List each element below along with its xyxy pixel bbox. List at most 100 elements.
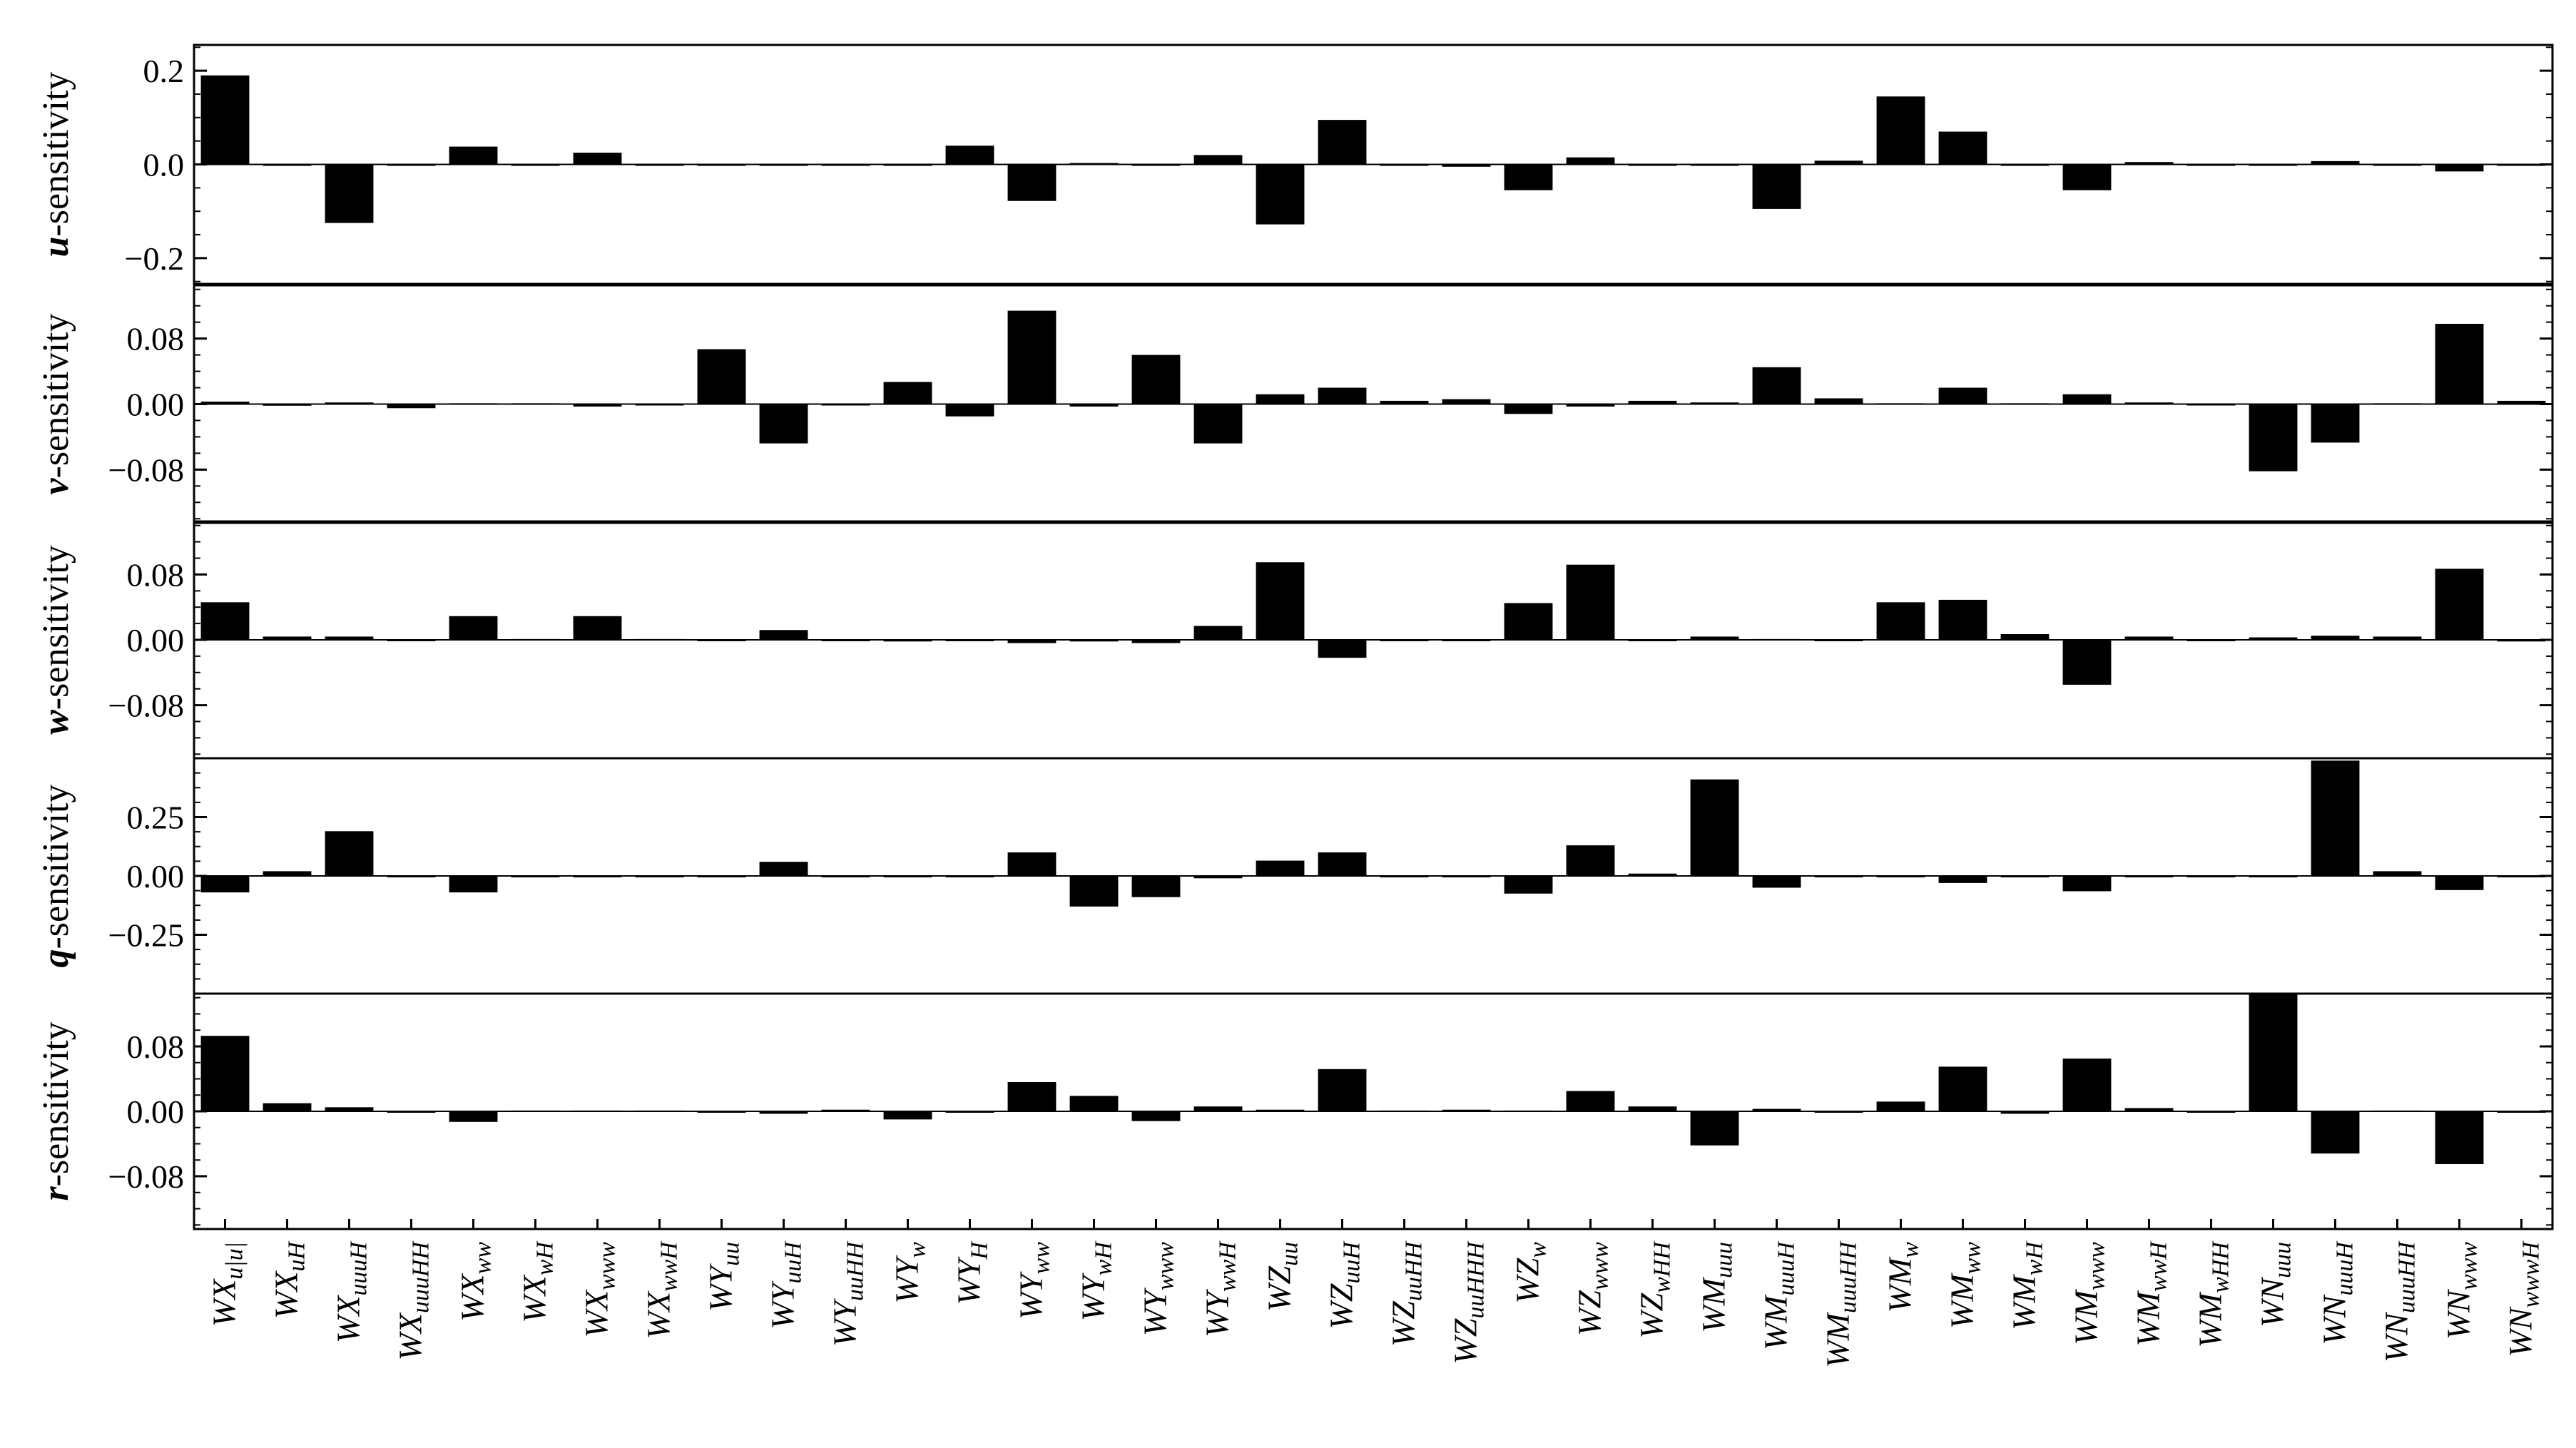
- bar-r-32: [2186, 1111, 2236, 1113]
- xtick-label: WMuuuH: [1758, 1240, 1800, 1351]
- bar-w-37: [2497, 640, 2546, 642]
- bar-v-0: [200, 402, 250, 404]
- ylabel-suffix: -sensitivity: [36, 545, 76, 710]
- xtick-label: WMwHH: [2192, 1240, 2234, 1348]
- xtick-sub: uuuH: [346, 1240, 372, 1296]
- bar-w-21: [1504, 603, 1553, 640]
- ylabel-suffix: -sensitivity: [36, 313, 76, 478]
- bar-r-20: [1442, 1109, 1491, 1111]
- xtick-sub: uuHHH: [1463, 1240, 1490, 1319]
- bar-v-32: [2186, 404, 2236, 406]
- xtick-sub: uuH: [780, 1240, 807, 1284]
- bar-u-31: [2124, 162, 2174, 165]
- bar-r-26: [1814, 1111, 1863, 1113]
- xtick-base: WM: [1820, 1311, 1856, 1367]
- bar-u-7: [635, 164, 684, 166]
- ylabel-symbol: r: [36, 1186, 76, 1201]
- xtick-base: WX: [454, 1273, 491, 1321]
- bar-v-26: [1814, 398, 1863, 404]
- bar-r-15: [1131, 1111, 1181, 1121]
- bar-r-25: [1752, 1108, 1801, 1111]
- bar-w-25: [1752, 638, 1801, 641]
- bar-u-6: [573, 153, 622, 165]
- bar-v-24: [1690, 402, 1739, 404]
- xtick-base: WY: [889, 1255, 925, 1303]
- xtick-sub: wH: [1091, 1240, 1117, 1276]
- bar-q-23: [1628, 873, 1677, 876]
- ylabel-u: u-sensitivity: [36, 71, 76, 257]
- bar-r-1: [263, 1103, 312, 1111]
- panels-group: 0.20.0−0.2u-sensitivity0.080.00−0.08v-se…: [36, 44, 2554, 1230]
- bar-r-4: [449, 1111, 498, 1122]
- bar-q-24: [1690, 779, 1739, 876]
- ytick-label: 0.25: [127, 800, 185, 836]
- bar-u-34: [2311, 160, 2360, 165]
- bar-u-22: [1566, 157, 1615, 165]
- bar-u-23: [1628, 164, 1677, 166]
- bar-v-19: [1380, 400, 1429, 404]
- xtick-sub: uuu: [2270, 1242, 2296, 1278]
- xtick-sub: www: [2456, 1242, 2483, 1290]
- xtick-label: WNwww: [2440, 1242, 2483, 1340]
- bar-r-17: [1256, 1109, 1305, 1111]
- bar-r-5: [511, 1110, 560, 1112]
- panel-v: 0.08 0.00 −0.08 v-sensitivity: [36, 284, 2554, 524]
- xtick-label: WZuuHH: [1385, 1240, 1427, 1347]
- xtick-label: WYww: [1013, 1242, 1055, 1320]
- bar-q-7: [635, 876, 684, 877]
- bar-u-12: [945, 146, 994, 165]
- xtick-label: WZwHH: [1634, 1240, 1676, 1339]
- xtick-label: WZw: [1510, 1242, 1552, 1304]
- bar-u-10: [821, 164, 870, 166]
- bar-w-24: [1690, 636, 1739, 640]
- xtick-label: WMwwH: [2130, 1240, 2172, 1347]
- bar-r-28: [1938, 1066, 1987, 1111]
- bar-v-20: [1442, 399, 1491, 404]
- panel-q: 0.25 0.00 −0.25 q-sensitivity: [36, 757, 2554, 995]
- bar-v-18: [1318, 387, 1367, 404]
- bar-q-20: [1442, 876, 1491, 877]
- bar-q-16: [1193, 876, 1243, 879]
- bar-q-12: [945, 876, 994, 877]
- bar-u-9: [759, 164, 808, 166]
- bar-r-11: [883, 1111, 932, 1120]
- bar-r-2: [325, 1107, 374, 1111]
- bar-q-26: [1814, 876, 1863, 877]
- ylabel-symbol: q: [36, 949, 76, 968]
- bar-w-22: [1566, 564, 1615, 640]
- bar-w-17: [1256, 562, 1305, 640]
- bar-w-16: [1193, 626, 1243, 640]
- ytick-label: −0.08: [108, 688, 184, 724]
- xtick-sub: uuHH: [842, 1240, 869, 1302]
- bar-v-6: [573, 404, 622, 407]
- xtick-label: WXwH: [516, 1240, 559, 1323]
- bar-u-4: [449, 146, 498, 165]
- xtick-sub: www: [2084, 1242, 2110, 1290]
- xtick-base: WX: [516, 1274, 553, 1322]
- bar-v-10: [821, 404, 870, 406]
- bar-u-26: [1814, 160, 1863, 165]
- bar-w-20: [1442, 640, 1491, 641]
- bar-w-8: [697, 640, 746, 641]
- xtick-base: WX: [392, 1312, 429, 1360]
- xtick-sub: u|u|: [222, 1242, 248, 1280]
- bar-u-15: [1131, 164, 1181, 166]
- xtick-base: WX: [206, 1278, 243, 1327]
- bar-r-7: [635, 1110, 684, 1112]
- bar-w-29: [2000, 633, 2050, 640]
- xtick-base: WY: [951, 1256, 987, 1305]
- xtick-label: WXwww: [579, 1242, 621, 1338]
- bar-v-23: [1628, 400, 1677, 404]
- ytick-label: 0.00: [127, 387, 185, 423]
- bar-u-28: [1938, 131, 1987, 165]
- bar-u-11: [883, 164, 932, 166]
- bar-v-8: [697, 349, 746, 404]
- bar-q-5: [511, 876, 560, 877]
- bar-r-6: [573, 1110, 622, 1112]
- bar-q-28: [1938, 876, 1987, 883]
- bar-u-5: [511, 164, 560, 166]
- xtick-sub: ww: [1029, 1242, 1055, 1275]
- bar-v-21: [1504, 404, 1553, 414]
- xtick-label: WMw: [1882, 1242, 1924, 1313]
- xtick-sub: wwH: [2146, 1240, 2172, 1292]
